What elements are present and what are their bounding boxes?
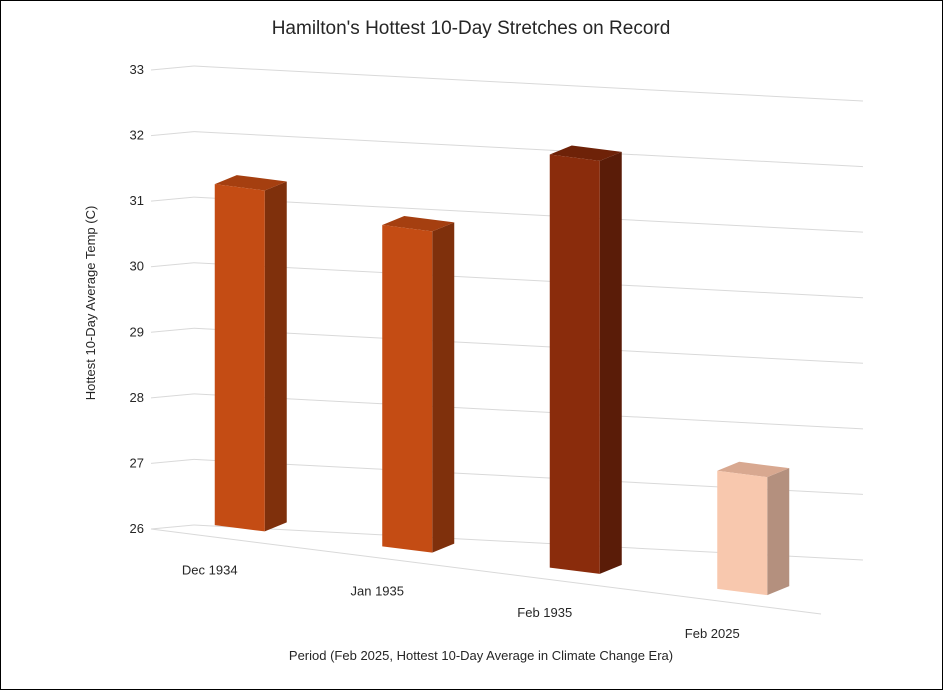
bar-front xyxy=(549,154,600,574)
bars xyxy=(214,145,790,596)
bar-side xyxy=(767,468,790,596)
gridline xyxy=(193,131,864,168)
bar-top xyxy=(382,216,455,232)
bar-top xyxy=(214,175,287,191)
y-tick-label: 29 xyxy=(130,324,144,339)
gridline-wall xyxy=(150,131,195,137)
gridline xyxy=(193,262,864,299)
bar-side xyxy=(599,151,622,574)
y-tick-label: 32 xyxy=(130,128,144,143)
bar-top xyxy=(717,461,790,478)
bar xyxy=(717,461,790,596)
x-axis-ticks: Dec 1934 Jan 1935 Feb 1935 Feb 2025 xyxy=(182,562,740,641)
y-tick-label: 33 xyxy=(130,62,144,77)
bar-side xyxy=(264,181,287,532)
bar xyxy=(382,216,455,553)
bar-front xyxy=(382,225,433,553)
y-axis-ticks: 26 27 28 29 30 31 32 33 xyxy=(130,62,144,536)
gridline-wall xyxy=(150,262,195,268)
gridline-wall xyxy=(150,458,195,464)
floor-edge xyxy=(150,528,822,615)
gridline xyxy=(193,327,864,364)
bar-side xyxy=(432,222,455,553)
gridline-wall xyxy=(150,524,195,530)
gridline-wall xyxy=(150,196,195,202)
y-tick-label: 26 xyxy=(130,521,144,536)
gridline xyxy=(193,393,864,430)
y-tick-label: 27 xyxy=(130,455,144,470)
bar-front xyxy=(214,184,265,532)
x-tick-label: Dec 1934 xyxy=(182,562,238,577)
gridline-wall xyxy=(150,327,195,333)
gridline-wall xyxy=(150,393,195,399)
bar-front xyxy=(717,470,768,596)
bar xyxy=(549,145,622,574)
y-tick-label: 28 xyxy=(130,390,144,405)
gridlines xyxy=(150,65,864,615)
chart-title: Hamilton's Hottest 10-Day Stretches on R… xyxy=(272,18,671,39)
x-axis-title: Period (Feb 2025, Hottest 10-Day Average… xyxy=(289,648,673,663)
y-tick-label: 31 xyxy=(130,193,144,208)
y-axis-title: Hottest 10-Day Average Temp (C) xyxy=(83,206,98,401)
x-tick-label: Feb 1935 xyxy=(517,605,572,620)
x-tick-label: Feb 2025 xyxy=(685,626,740,641)
bar-top xyxy=(549,145,622,161)
gridline xyxy=(193,196,864,233)
y-tick-label: 30 xyxy=(130,259,144,274)
x-tick-label: Jan 1935 xyxy=(351,584,405,599)
gridline-wall xyxy=(150,65,195,71)
gridline xyxy=(193,65,864,102)
bar xyxy=(214,175,287,532)
